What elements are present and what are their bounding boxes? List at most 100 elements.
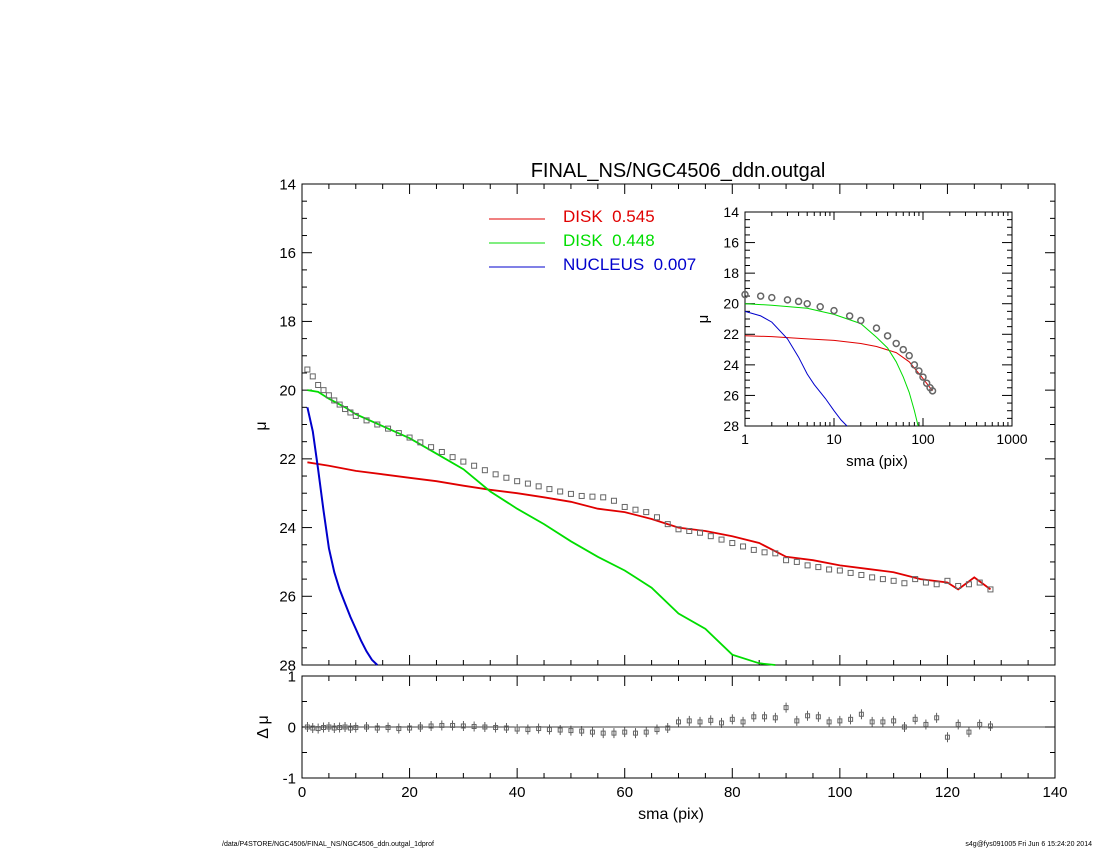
y-tick-label: -1 [283, 770, 296, 787]
data-point [438, 448, 445, 455]
data-point [857, 316, 865, 325]
residual-point [891, 718, 897, 724]
data-point [826, 566, 833, 573]
residual-point [643, 729, 649, 735]
data-point [761, 549, 768, 556]
data-point [858, 571, 865, 578]
data-point [336, 401, 343, 408]
residual-point [987, 723, 993, 729]
residual-point [337, 725, 343, 731]
y-tick-label: 20 [279, 382, 296, 399]
data-point [325, 392, 332, 399]
data-point [910, 361, 919, 369]
y-tick-label: 0 [288, 719, 296, 736]
residual-point [331, 725, 337, 731]
residual-point [966, 729, 972, 735]
data-point [675, 526, 682, 533]
residual-point [450, 722, 456, 728]
data-point [905, 351, 913, 360]
data-point [352, 412, 359, 419]
y-tick-label: 26 [723, 387, 739, 403]
y-tick-label: 14 [723, 204, 739, 220]
residual-point [632, 730, 638, 736]
data-point [315, 381, 322, 388]
data-point [793, 558, 800, 565]
data-point [845, 312, 854, 320]
main-plot: 14 16 18 20 22 24 26 28 μ [253, 176, 1056, 674]
y-tick-label: 18 [723, 265, 739, 281]
y-tick-label: 22 [723, 326, 739, 342]
residual-y-axis-label: Δ μ [255, 715, 272, 738]
data-point [417, 439, 424, 446]
residual-point [471, 723, 477, 729]
data-point [320, 387, 327, 394]
data-point [471, 462, 478, 469]
data-point [557, 488, 564, 495]
y-tick-label: 24 [279, 520, 296, 537]
residual-point [740, 719, 746, 725]
y-tick-label: 18 [279, 314, 296, 331]
y-tick-label: 24 [723, 357, 739, 373]
data-point [718, 536, 725, 543]
residual-point [460, 723, 466, 729]
legend-label-nucleus: NUCLEUS 0.007 [563, 255, 696, 274]
x-tick-label: 140 [1042, 784, 1067, 801]
residual-point [977, 721, 983, 727]
data-point [567, 490, 574, 497]
x-tick-label: 100 [911, 431, 935, 447]
residual-point [374, 725, 380, 731]
data-point [912, 576, 919, 583]
data-point [915, 367, 923, 375]
data-point [503, 474, 510, 481]
data-point [804, 562, 811, 569]
data-point [449, 454, 456, 461]
data-point [944, 577, 951, 584]
residual-point [762, 714, 768, 720]
data-point [621, 503, 628, 510]
x-tick-label: 80 [724, 784, 741, 801]
residual-point [326, 724, 332, 730]
footer-timestamp: s4g@fys091005 Fri Jun 6 15:24:20 2014 [965, 841, 1092, 848]
legend: DISK 0.545 DISK 0.448 NUCLEUS 0.007 [489, 207, 696, 274]
residual-point [805, 713, 811, 719]
data-point [740, 543, 747, 550]
data-point [872, 324, 881, 332]
data-point [768, 293, 776, 302]
data-point [772, 550, 779, 557]
data-point [610, 497, 617, 504]
data-point [836, 567, 843, 574]
data-point [535, 483, 542, 490]
inset-y-axis-label: μ [695, 315, 712, 324]
residual-point [321, 725, 327, 731]
x-axis-label: sma (pix) [638, 806, 704, 823]
data-point [664, 521, 671, 528]
residual-point [364, 724, 370, 730]
data-point [643, 509, 650, 516]
residual-point [944, 734, 950, 740]
data-point [347, 409, 354, 416]
x-tick-label: 10 [826, 431, 842, 447]
legend-label-disk1: DISK 0.545 [563, 207, 655, 226]
residual-point [342, 724, 348, 730]
inset-plot: 14 16 18 20 22 24 26 281 10 100 1000 sma (pix) μ [695, 204, 1028, 470]
residual-point [676, 719, 681, 725]
residual-point [729, 716, 735, 722]
y-axis-label: μ [253, 421, 270, 430]
residual-point [654, 727, 660, 733]
data-point [815, 564, 822, 571]
data-point [879, 576, 886, 583]
x-tick-label: 100 [827, 784, 852, 801]
residual-point [934, 715, 940, 721]
residual-point [837, 718, 843, 724]
residual-point [514, 726, 520, 732]
data-point [847, 569, 854, 576]
data-point [385, 425, 392, 432]
data-point [309, 373, 316, 380]
residual-point [783, 705, 789, 711]
data-point [546, 486, 553, 493]
residual-point [579, 728, 585, 734]
y-tick-label: 14 [279, 176, 296, 193]
data-point [955, 582, 962, 589]
residual-point [525, 727, 531, 733]
residual-point [347, 725, 353, 731]
